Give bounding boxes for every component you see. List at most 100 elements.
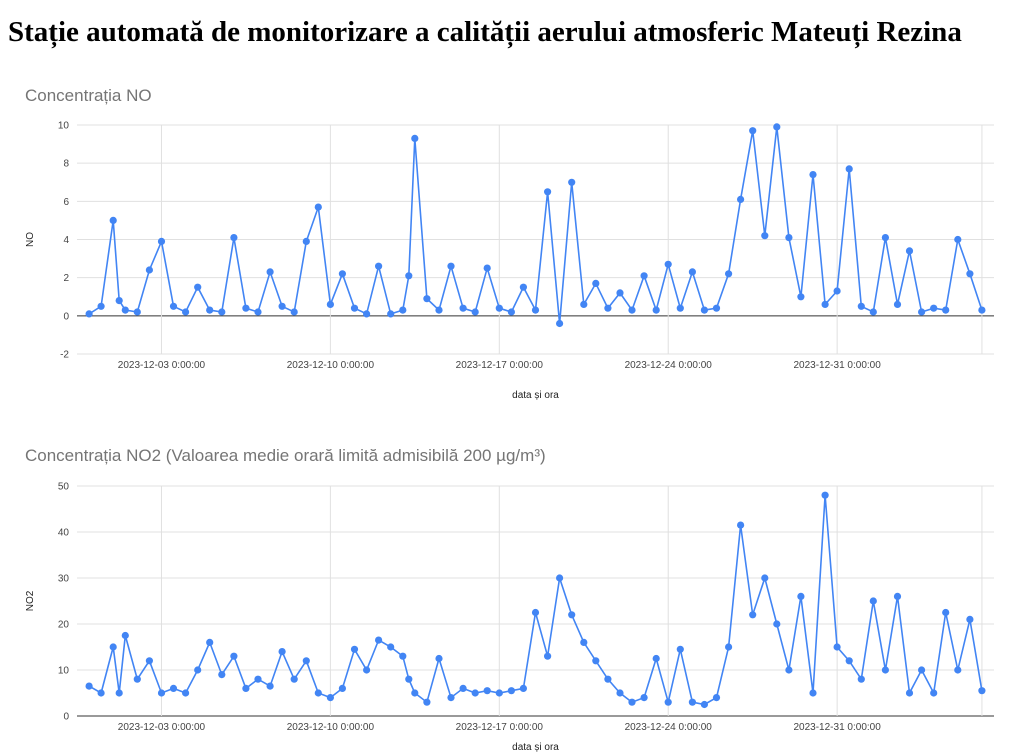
no-data-point xyxy=(893,300,902,308)
no2-data-point xyxy=(157,689,166,697)
no-data-point xyxy=(857,302,865,310)
no-data-point xyxy=(375,262,383,270)
no2-data-point xyxy=(519,684,528,692)
no-data-point xyxy=(749,127,757,135)
no-data-point xyxy=(423,295,431,303)
no2-data-point xyxy=(918,666,926,674)
no-chart-plot: 10 8 6 4 2 0 -2 2023-12-03 0:00:00 2023-12-10 0:… xyxy=(25,121,994,401)
no-data-point xyxy=(942,306,950,314)
no2-data-point xyxy=(290,675,298,683)
no2-data-point xyxy=(495,689,503,697)
no-data-point xyxy=(411,134,419,142)
no-data-point xyxy=(652,306,660,314)
no-data-point xyxy=(206,306,214,314)
no2-data-point xyxy=(821,491,829,499)
no2-data-point xyxy=(387,643,395,651)
no-data-point xyxy=(399,306,407,314)
no2-y-tick-label: 50 xyxy=(58,482,70,493)
no-x-axis-title: data și ora xyxy=(512,390,559,401)
no-data-point xyxy=(115,297,123,305)
no2-data-point xyxy=(761,574,769,582)
no2-data-point xyxy=(688,698,697,706)
no-data-point xyxy=(435,306,443,314)
no-data-point xyxy=(194,283,202,291)
no2-x-axis-title: data și ora xyxy=(512,742,559,753)
no2-data-point xyxy=(845,657,853,665)
no2-data-point xyxy=(338,684,346,692)
no-data-point xyxy=(471,308,479,316)
no2-data-point xyxy=(700,700,709,709)
no-data-point xyxy=(881,234,890,242)
no-chart-title: Concentrația NO xyxy=(25,86,152,105)
no-data-point xyxy=(604,304,612,312)
no-data-point xyxy=(230,234,238,242)
no-data-point xyxy=(519,283,528,291)
no-data-point xyxy=(628,306,636,314)
no2-data-point xyxy=(97,689,105,697)
no-data-point xyxy=(459,304,467,312)
no-data-point xyxy=(326,300,334,308)
no2-data-point xyxy=(773,620,781,628)
no2-data-point xyxy=(115,689,123,697)
no-data-point xyxy=(640,272,648,280)
no2-data-point xyxy=(930,689,938,697)
no-data-point xyxy=(121,306,129,314)
no2-data-point xyxy=(194,666,202,674)
no2-data-point xyxy=(544,652,552,660)
no-data-point xyxy=(544,188,552,196)
no-data-point xyxy=(182,308,190,316)
no2-data-point xyxy=(531,608,540,617)
no2-chart: Concentrația NO2 (Valoarea medie orară l… xyxy=(0,446,1024,756)
no-x-tick-label: 2023-12-31 0:00:00 xyxy=(793,360,881,371)
no2-y-tick-label: 30 xyxy=(58,574,70,585)
no2-data-point xyxy=(749,611,757,619)
no-data-point xyxy=(447,262,455,270)
no2-data-point xyxy=(169,684,178,692)
no2-x-tick-label: 2023-12-03 0:00:00 xyxy=(118,722,206,733)
no2-y-tick-label: 20 xyxy=(58,620,70,631)
no2-x-tick-label: 2023-12-10 0:00:00 xyxy=(287,722,375,733)
no-x-tick-label: 2023-12-17 0:00:00 xyxy=(456,360,544,371)
no-data-point xyxy=(338,270,346,278)
no-data-point xyxy=(725,270,733,278)
no2-y-tick-label: 0 xyxy=(63,712,69,723)
no-data-point xyxy=(797,293,805,301)
no-data-point xyxy=(483,264,491,272)
no2-data-point xyxy=(797,592,805,600)
no2-x-tick-label: 2023-12-17 0:00:00 xyxy=(456,722,544,733)
no-y-tick-label: 2 xyxy=(63,273,69,284)
no-data-point xyxy=(290,308,298,316)
no2-data-point xyxy=(785,666,793,674)
no-y-tick-label: 0 xyxy=(63,311,69,322)
no2-data-point xyxy=(592,657,600,665)
no2-data-point xyxy=(314,689,322,697)
no2-y-tick-label: 40 xyxy=(58,528,70,539)
no2-data-point xyxy=(266,682,274,690)
no2-data-point xyxy=(869,597,877,605)
no2-data-point xyxy=(145,657,153,665)
no2-data-point xyxy=(568,611,576,619)
no-data-point xyxy=(266,268,274,276)
no-data-point xyxy=(302,237,310,245)
no2-data-point xyxy=(230,652,238,660)
no-data-point xyxy=(495,304,503,312)
no2-data-point xyxy=(556,574,564,582)
no-data-point xyxy=(737,195,745,203)
no2-data-point xyxy=(278,648,286,656)
no2-data-point xyxy=(640,694,648,702)
no2-data-point xyxy=(942,608,950,617)
no-data-point xyxy=(712,304,721,312)
no2-data-point xyxy=(725,643,733,651)
no-y-tick-label: 4 xyxy=(63,235,69,246)
no-data-point xyxy=(954,235,962,244)
no-data-point xyxy=(531,306,540,314)
no-data-point xyxy=(833,287,841,295)
no2-data-point xyxy=(206,638,214,646)
no2-data-point xyxy=(905,689,914,697)
no2-data-point xyxy=(85,682,93,690)
no2-data-point xyxy=(954,666,962,674)
no2-data-point xyxy=(833,643,841,651)
no2-data-point xyxy=(254,675,262,683)
no2-data-point xyxy=(471,689,479,697)
no-x-tick-label: 2023-12-10 0:00:00 xyxy=(287,360,375,371)
